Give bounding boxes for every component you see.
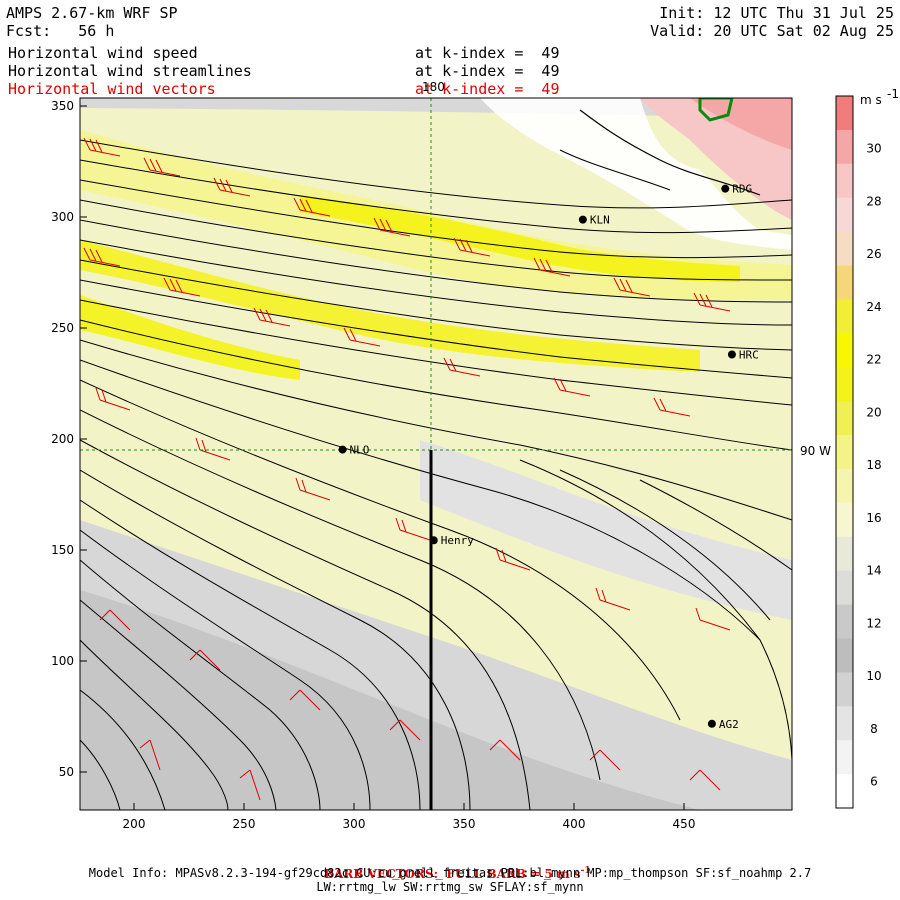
- x-tick: 250: [233, 817, 256, 831]
- colorbar-label: 14: [866, 564, 881, 578]
- colorbar-swatch: [836, 638, 853, 673]
- colorbar-unit-exp: -1: [887, 87, 899, 101]
- station-dot-kln: [578, 215, 587, 224]
- station-label-hrc: HRC: [739, 348, 759, 361]
- station-label-ag2: AG2: [719, 718, 739, 731]
- colorbar-unit: m s: [860, 93, 882, 107]
- x-tick: 200: [123, 817, 146, 831]
- colorbar-label: 8: [870, 722, 878, 736]
- colorbar: m s -1 30 28 26 24 22 20 18 16 14 12 10 8 6: [835, 87, 899, 809]
- x-axis-ticks: 200 250 300 350 400 450: [123, 817, 696, 831]
- wind-barbs: [83, 137, 731, 801]
- colorbar-border: [835, 95, 854, 809]
- colorbar-swatch: [836, 740, 853, 775]
- scheme-info: LW:rrtmg_lw SW:rrtmg_sw SFLAY:sf_mynn: [316, 880, 584, 894]
- field-2-level: at k-index = 49: [415, 62, 560, 80]
- field-3-level: at k-index = 49: [415, 80, 560, 98]
- colorbar-swatch: [836, 401, 853, 436]
- station-dot-hrc: [727, 350, 736, 359]
- colorbar-swatch: [836, 570, 853, 606]
- colorbar-label: 30: [866, 142, 881, 156]
- colorbar-swatch: [836, 197, 853, 233]
- colorbar-swatch: [836, 231, 853, 267]
- colorbar-swatch: [836, 536, 853, 572]
- x-tick: 300: [343, 817, 366, 831]
- colorbar-swatch: [836, 96, 853, 131]
- colorbar-swatch: [836, 435, 853, 470]
- y-tick: 100: [51, 654, 74, 668]
- forecast-hour: Fcst: 56 h: [6, 22, 115, 40]
- barb-legend-text: BARB VECTORS: FULL BARB = 5 m s: [323, 867, 581, 881]
- y-axis-ticks: 350 300 250 200 150 100 50: [51, 99, 74, 779]
- y-tick: 300: [51, 210, 74, 224]
- station-label-rdg: RDG: [732, 183, 752, 196]
- colorbar-label: 22: [866, 353, 881, 367]
- colorbar-swatch: [836, 774, 853, 809]
- colorbar-swatch: [836, 604, 853, 639]
- y-tick: 50: [59, 765, 74, 779]
- y-tick: 350: [51, 99, 74, 113]
- station-label-kln: KLN: [590, 214, 610, 227]
- colorbar-label: 20: [866, 405, 881, 419]
- colorbar-label: 12: [866, 616, 881, 630]
- colorbar-swatch: [836, 265, 853, 300]
- barb-legend: BARB VECTORS: FULL BARB = 5 m s-1: [0, 850, 900, 881]
- map-plot-area: [80, 98, 792, 810]
- station-dot-nlo: [338, 445, 347, 454]
- field-3-name: Horizontal wind vectors: [8, 80, 216, 98]
- station-dot-ag2: [707, 719, 716, 728]
- model-info: Model Info: MPASv8.2.3-194-gf29cd82c CU:…: [88, 866, 812, 880]
- colorbar-swatch: [836, 367, 853, 402]
- y-tick: 150: [51, 543, 74, 557]
- parallel-label: 90 W: [800, 444, 831, 458]
- x-tick: 450: [673, 817, 696, 831]
- station-label-henry: Henry: [441, 534, 474, 547]
- colorbar-swatch: [836, 163, 853, 199]
- colorbar-swatch: [836, 502, 853, 538]
- init-time: Init: 12 UTC Thu 31 Jul 25: [659, 4, 894, 22]
- colorbar-label: 28: [866, 194, 881, 208]
- colorbar-label: 6: [870, 775, 878, 789]
- station-dot-henry: [429, 536, 438, 545]
- x-tick: 350: [453, 817, 476, 831]
- colorbar-swatch: [836, 672, 853, 707]
- model-title: AMPS 2.67-km WRF SP: [6, 4, 178, 22]
- colorbar-label: 26: [866, 247, 881, 261]
- station-label-nlo: NLO: [350, 444, 370, 457]
- valid-time: Valid: 20 UTC Sat 02 Aug 25: [650, 22, 894, 40]
- streamlines: [80, 139, 792, 810]
- meridian-label: 180: [422, 80, 445, 94]
- colorbar-label: 18: [866, 458, 881, 472]
- field-1-level: at k-index = 49: [415, 44, 560, 62]
- colorbar-label: 24: [866, 300, 881, 314]
- y-tick: 200: [51, 432, 74, 446]
- colorbar-label: 16: [866, 511, 881, 525]
- colorbar-swatch: [836, 468, 853, 504]
- x-tick: 400: [563, 817, 586, 831]
- field-2-name: Horizontal wind streamlines: [8, 62, 252, 80]
- station-markers: KLN RDG HRC NLO Henry AG2: [338, 183, 759, 731]
- station-dot-rdg: [721, 184, 730, 193]
- colorbar-swatch: [836, 333, 853, 368]
- field-1-name: Horizontal wind speed: [8, 44, 198, 62]
- barb-legend-exp: -1: [580, 866, 591, 876]
- colorbar-swatch: [836, 706, 853, 741]
- colorbar-swatch: [836, 129, 853, 165]
- colorbar-label: 10: [866, 669, 881, 683]
- y-tick: 250: [51, 321, 74, 335]
- colorbar-swatch: [836, 299, 853, 334]
